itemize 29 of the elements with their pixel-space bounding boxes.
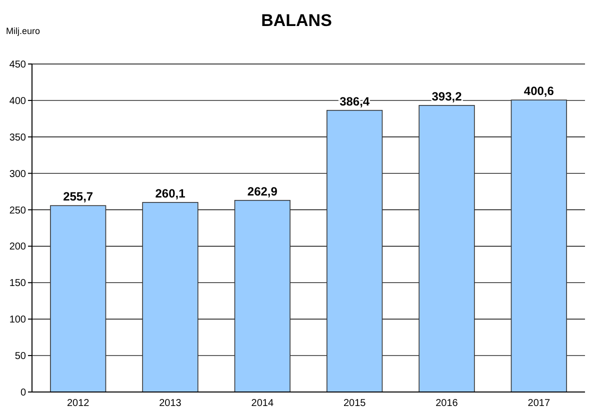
y-tick-label: 300	[9, 168, 26, 180]
bar	[510, 100, 567, 392]
x-tick-label: 2017	[528, 398, 550, 409]
data-label: 262,9	[247, 184, 278, 198]
x-tick-label: 2015	[343, 398, 366, 409]
y-tick-label: 150	[9, 278, 26, 290]
data-label: 400,6	[524, 84, 554, 98]
y-tick-label: 350	[9, 132, 26, 144]
bar	[50, 205, 106, 392]
data-label: 255,7	[63, 190, 94, 204]
x-tick-label: 2012	[66, 398, 90, 409]
y-tick-label: 200	[9, 242, 26, 253]
x-tick-label: 2014	[251, 398, 274, 409]
y-tick-label: 450	[9, 60, 26, 70]
x-tick-label: 2013	[159, 398, 182, 409]
y-tick-label: 0	[20, 388, 26, 398]
data-label: 260,1	[155, 186, 186, 200]
chart-title: BALANS	[261, 11, 332, 30]
y-tick-label: 250	[9, 205, 26, 216]
bar	[234, 200, 290, 392]
y-tick-label: 400	[9, 96, 26, 107]
y-tick-label: 50	[14, 351, 26, 362]
data-label: 393,2	[432, 89, 462, 104]
y-tick-label: 100	[9, 314, 26, 326]
x-tick-label: 2016	[436, 398, 458, 409]
y-axis-title: Milj.euro	[6, 26, 40, 36]
bar	[326, 110, 383, 392]
bar	[418, 105, 475, 392]
bar	[142, 202, 198, 392]
